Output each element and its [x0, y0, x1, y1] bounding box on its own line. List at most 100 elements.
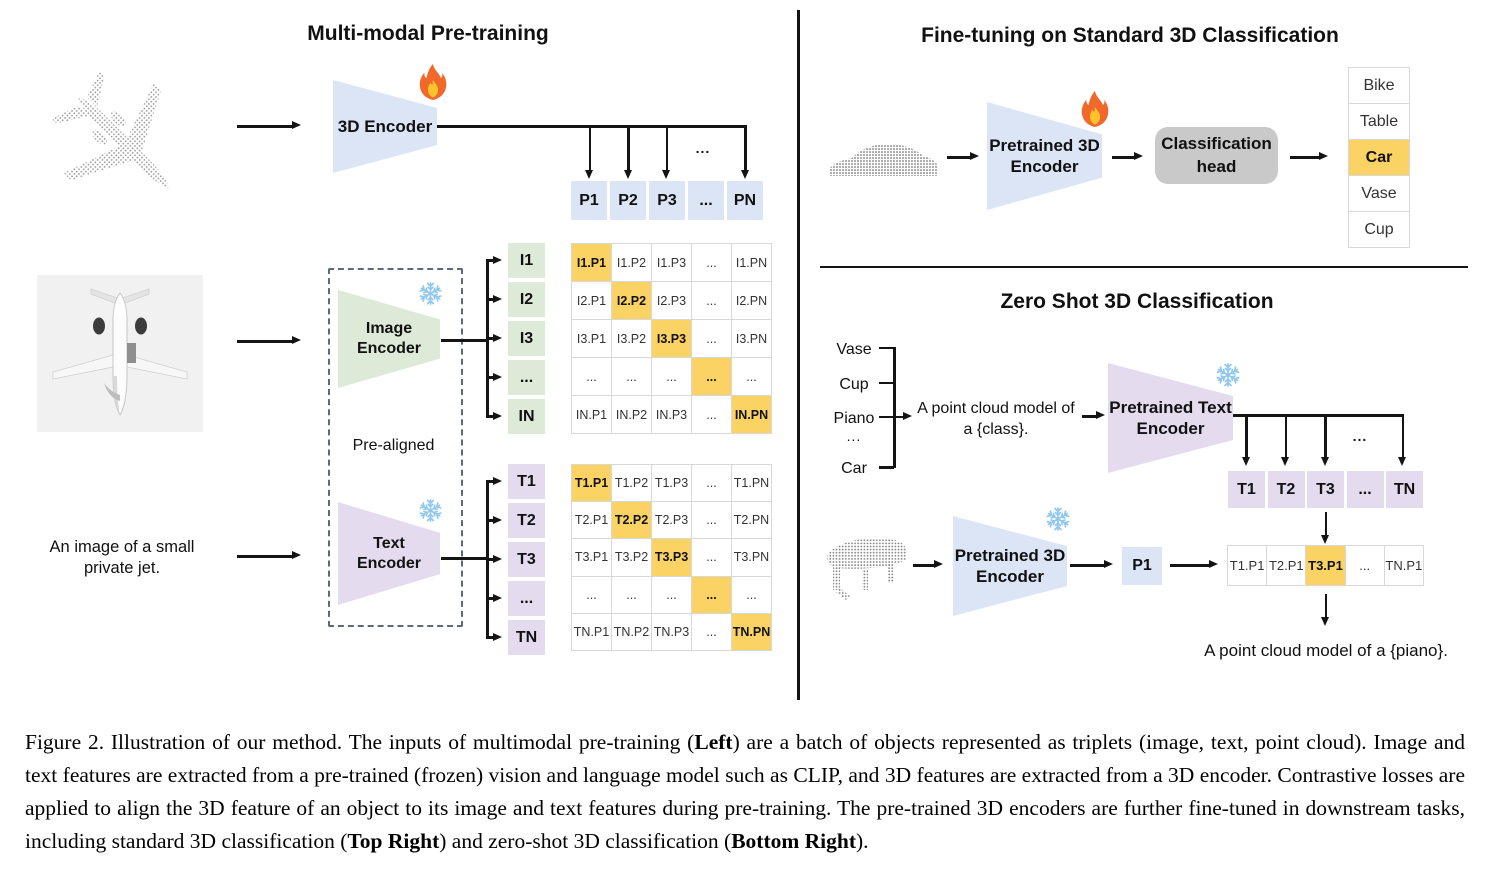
arrow	[1321, 512, 1329, 544]
zeroshot-t-row: T1 T2 T3 ... TN	[1228, 471, 1423, 508]
fire-icon	[1081, 91, 1109, 127]
t-cell: T1	[1228, 471, 1265, 508]
class-cell-predicted: Car	[1349, 140, 1409, 175]
p1-cell: P1	[1122, 547, 1162, 585]
class-name: Car	[841, 460, 867, 477]
finetune-title: Fine-tuning on Standard 3D Classificatio…	[921, 24, 1339, 47]
encoder-label: Pretrained 3D	[954, 545, 1066, 565]
arrow	[486, 555, 502, 562]
head-label: head	[1196, 156, 1237, 176]
class-cell: Cup	[1349, 212, 1409, 247]
arrow	[486, 256, 502, 263]
t-cell: T3	[508, 542, 545, 577]
matrix-cell: ...	[692, 396, 731, 433]
arrow	[486, 516, 502, 523]
similarity-row: T1.P1 T2.P1 T3.P1 ... TN.P1	[1227, 545, 1424, 586]
arrow	[1112, 153, 1143, 160]
divider-horizontal	[820, 266, 1468, 268]
zeroshot-title: Zero Shot 3D Classification	[1000, 290, 1274, 313]
zeroshot-result-text: A point cloud model of a {piano}.	[1204, 641, 1448, 660]
line	[879, 381, 894, 384]
arrow	[486, 412, 502, 419]
matrix-cell: ...	[732, 576, 771, 613]
arrow	[913, 561, 943, 568]
arrow	[1281, 416, 1289, 466]
t-cell: T2	[1267, 471, 1305, 508]
arrow	[879, 412, 912, 420]
matrix-cell: TN.P2	[612, 613, 651, 650]
t-cell: T1	[508, 464, 545, 499]
matrix-cell: ...	[692, 539, 731, 576]
sim-cell: TN.P1	[1384, 546, 1423, 585]
ellipsis: ...	[1352, 428, 1368, 444]
t-cell: T3	[1307, 471, 1344, 508]
matrix-cell: T3.P3	[652, 539, 691, 576]
encoder-label: Encoder	[1136, 419, 1205, 438]
prompt-line: A point cloud model of	[917, 400, 1075, 417]
matrix-cell: T3.P2	[612, 539, 651, 576]
sim-cell-predicted: T3.P1	[1306, 546, 1345, 585]
matrix-cell: IN.PN	[732, 396, 771, 433]
matrix-cell: ...	[692, 465, 731, 502]
encoder-label: Encoder	[356, 554, 421, 572]
matrix-cell: ...	[692, 502, 731, 539]
line	[441, 339, 487, 342]
matrix-cell: T2.P2	[612, 502, 651, 539]
prealigned-label: Pre-aligned	[352, 437, 435, 454]
matrix-cell: I1.PN	[732, 244, 771, 281]
arrow	[486, 594, 502, 601]
i-cell: ...	[508, 360, 545, 395]
arrow	[1082, 412, 1105, 419]
caption-line: private jet.	[83, 559, 161, 577]
matrix-cell: ...	[692, 320, 731, 357]
matrix-cell: ...	[692, 576, 731, 613]
encoder-label: Encoder	[1010, 157, 1079, 176]
line	[879, 346, 894, 349]
image-feature-column: I1 I2 I3 ... IN	[508, 243, 545, 434]
classification-head: Classification head	[1155, 127, 1278, 184]
matrix-cell: T1.P2	[612, 465, 651, 502]
matrix-cell: ...	[692, 282, 731, 319]
matrix-cell: ...	[692, 358, 731, 395]
class-cell: Bike	[1349, 68, 1409, 103]
matrix-cell: I1.P3	[652, 244, 691, 281]
snowflake-icon	[419, 282, 442, 305]
image-logits-matrix: I1.P1 I1.P2 I1.P3 ... I1.PN I2.P1 I2.P2 …	[571, 243, 772, 434]
matrix-cell: I3.P2	[612, 320, 651, 357]
class-cell: Table	[1349, 104, 1409, 139]
arrow	[237, 552, 301, 559]
matrix-cell: T1.P1	[572, 465, 611, 502]
arrow	[1321, 416, 1328, 466]
image-thumbnail-jet	[37, 275, 203, 432]
i-cell: I3	[508, 321, 545, 356]
text-logits-matrix: T1.P1 T1.P2 T1.P3 ... T1.PN T2.P1 T2.P2 …	[571, 464, 772, 651]
arrow	[585, 127, 593, 179]
pointcloud-car	[830, 144, 938, 176]
pretraining-title: Multi-modal Pre-training	[307, 22, 549, 45]
matrix-cell: I2.P1	[572, 282, 611, 319]
matrix-cell: ...	[572, 576, 611, 613]
t-cell: TN	[508, 620, 545, 655]
class-name: Vase	[836, 341, 872, 358]
matrix-cell: T2.PN	[732, 502, 771, 539]
matrix-cell: I2.PN	[732, 282, 771, 319]
p-cell: P2	[610, 181, 646, 220]
encoder-label: Pretrained 3D	[989, 135, 1100, 155]
divider-vertical	[797, 10, 800, 700]
pointcloud-airplane	[51, 70, 170, 189]
matrix-cell: I2.P3	[652, 282, 691, 319]
matrix-cell: I3.PN	[732, 320, 771, 357]
arrow	[1070, 561, 1113, 568]
matrix-cell: ...	[612, 576, 651, 613]
t-cell: ...	[508, 581, 545, 616]
matrix-cell: TN.P1	[572, 613, 611, 650]
matrix-cell: IN.P3	[652, 396, 691, 433]
arrow	[486, 334, 502, 341]
i-cell: IN	[508, 399, 545, 434]
arrow	[1242, 416, 1249, 466]
arrow	[947, 153, 979, 160]
arrow	[237, 337, 301, 344]
t-cell: ...	[1346, 471, 1384, 508]
snowflake-icon	[1216, 363, 1240, 387]
